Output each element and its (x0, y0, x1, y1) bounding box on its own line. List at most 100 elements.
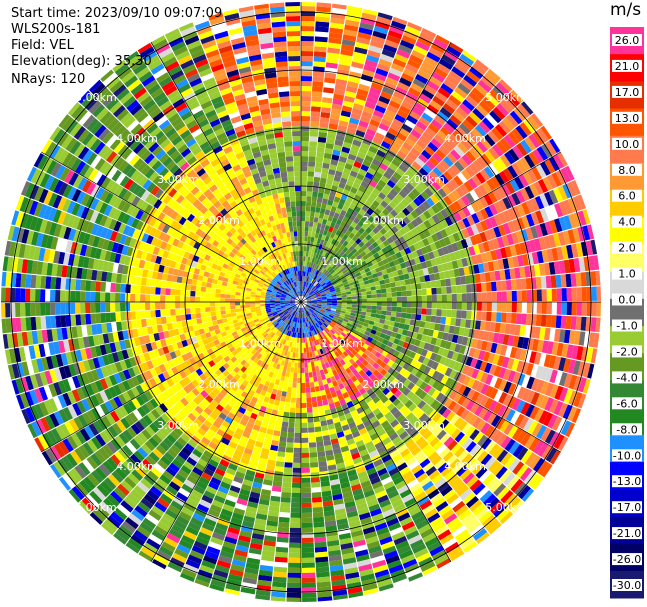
velocity-bin (311, 201, 317, 208)
velocity-bin (213, 495, 226, 504)
velocity-bin (317, 596, 333, 602)
velocity-bin (291, 357, 296, 363)
velocity-bin (368, 265, 375, 271)
velocity-bin (511, 290, 517, 302)
velocity-bin (311, 273, 315, 279)
velocity-bin (224, 588, 240, 596)
velocity-bin (339, 238, 346, 245)
velocity-bin (312, 268, 316, 274)
velocity-bin (382, 273, 389, 280)
velocity-bin (356, 263, 363, 269)
velocity-bin (566, 302, 572, 316)
velocity-bin (203, 407, 213, 416)
velocity-bin (387, 221, 395, 229)
velocity-bin (286, 366, 291, 373)
velocity-bin (342, 302, 347, 305)
velocity-bin (358, 340, 365, 347)
velocity-bin (493, 226, 502, 238)
velocity-bin (535, 164, 547, 179)
velocity-bin (331, 238, 337, 245)
velocity-bin (341, 486, 352, 494)
velocity-bin (44, 415, 56, 430)
velocity-bin (372, 187, 381, 196)
velocity-bin (227, 526, 240, 535)
velocity-bin (278, 332, 283, 338)
velocity-bin (491, 127, 504, 141)
velocity-bin (436, 221, 445, 231)
velocity-bin (505, 279, 512, 291)
velocity-bin (133, 435, 145, 447)
velocity-bin (243, 572, 258, 580)
velocity-bin (496, 157, 507, 170)
velocity-bin (319, 289, 325, 293)
velocity-bin (327, 199, 334, 206)
velocity-bin (330, 17, 345, 25)
velocity-bin (156, 478, 169, 489)
velocity-bin (388, 467, 399, 477)
velocity-bin (448, 359, 456, 369)
velocity-bin (333, 196, 341, 203)
velocity-bin (475, 199, 485, 211)
velocity-bin (324, 289, 330, 293)
velocity-bin (106, 441, 118, 454)
velocity-bin (334, 246, 340, 253)
velocity-bin (437, 188, 447, 198)
velocity-bin (168, 329, 175, 338)
velocity-bin (80, 348, 88, 361)
velocity-bin (383, 44, 398, 54)
velocity-bin (273, 430, 281, 437)
velocity-bin (233, 392, 241, 400)
velocity-bin (276, 415, 283, 422)
velocity-bin (187, 412, 197, 422)
velocity-bin (533, 440, 545, 455)
velocity-bin (362, 159, 372, 168)
velocity-bin (308, 146, 317, 152)
velocity-bin (436, 372, 445, 382)
velocity-bin (483, 166, 495, 179)
velocity-bin (347, 153, 357, 161)
velocity-bin (309, 457, 318, 463)
velocity-bin (283, 467, 293, 473)
velocity-bin (197, 458, 208, 468)
velocity-bin (572, 228, 581, 243)
velocity-bin (306, 297, 311, 300)
velocity-bin (301, 96, 311, 102)
velocity-bin (287, 582, 301, 588)
velocity-bin (395, 193, 404, 202)
velocity-bin (314, 317, 319, 323)
velocity-bin (312, 287, 318, 292)
velocity-bin (356, 275, 363, 280)
velocity-bin (478, 184, 488, 196)
velocity-bin (329, 559, 343, 567)
velocity-bin (125, 542, 140, 554)
velocity-bin (282, 339, 287, 345)
velocity-bin (379, 235, 387, 243)
velocity-bin (175, 364, 184, 373)
velocity-bin (337, 262, 343, 268)
velocity-bin (73, 362, 82, 375)
velocity-bin (402, 233, 410, 242)
velocity-bin (203, 467, 215, 477)
velocity-bin (346, 417, 355, 425)
velocity-bin (259, 349, 266, 356)
velocity-bin (321, 107, 331, 114)
velocity-bin (208, 459, 219, 468)
velocity-bin (410, 539, 424, 550)
velocity-bin (162, 371, 171, 380)
velocity-bin (255, 589, 271, 597)
velocity-bin (222, 369, 230, 377)
velocity-bin (215, 564, 230, 574)
velocity-bin (485, 518, 500, 532)
velocity-bin (313, 263, 318, 270)
velocity-bin (42, 432, 54, 448)
velocity-bin (186, 456, 197, 467)
velocity-bin (368, 278, 375, 284)
velocity-bin (272, 334, 277, 340)
velocity-bin (271, 440, 279, 447)
velocity-bin (496, 140, 508, 154)
velocity-bin (339, 398, 347, 406)
velocity-bin (430, 258, 438, 267)
velocity-bin (291, 305, 297, 309)
velocity-bin (427, 207, 436, 217)
velocity-bin (268, 314, 274, 319)
